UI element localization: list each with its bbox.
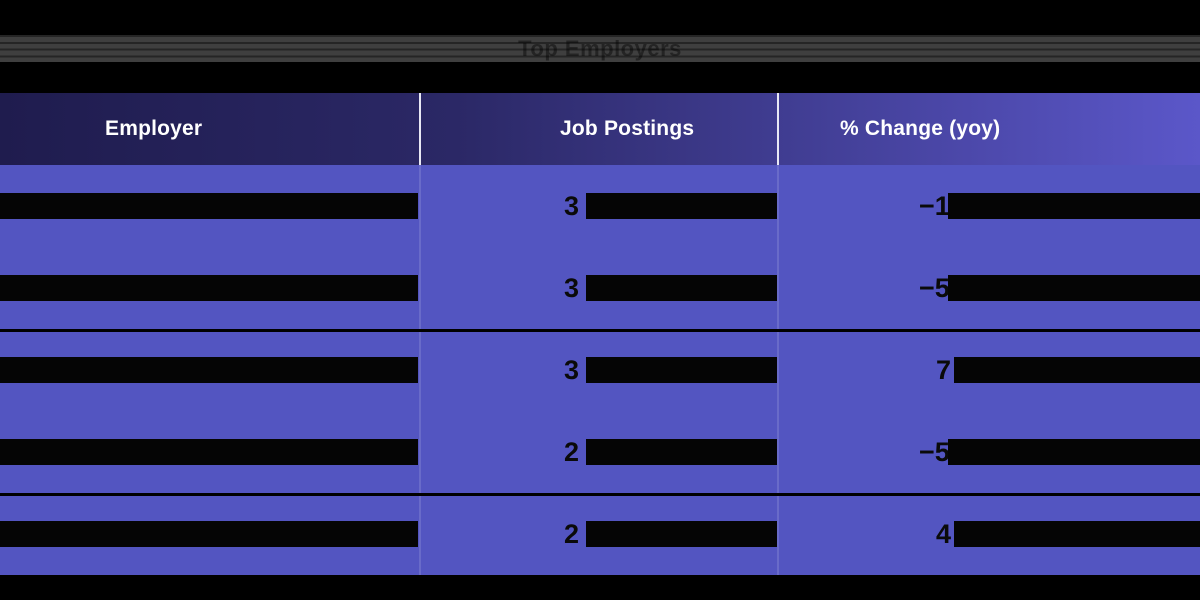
pct-change-value-prefix: −1 <box>919 191 950 221</box>
table-rows: 3 −1 3 −5 3 7 2 <box>0 165 1200 575</box>
job-postings-value-prefix: 2 <box>564 437 580 467</box>
table-body: 3 −1 3 −5 3 7 2 <box>0 165 1200 575</box>
redacted-employer-bar <box>0 357 418 383</box>
job-postings-value-prefix: 2 <box>564 519 580 549</box>
table-row: 3 −1 <box>0 165 1200 247</box>
redacted-pct-change-bar <box>948 275 1200 301</box>
redacted-job-postings-bar <box>586 275 777 301</box>
pct-change-value-prefix: −5 <box>919 273 950 303</box>
header-cell-employer: Employer <box>105 117 203 140</box>
redacted-pct-change-bar <box>948 193 1200 219</box>
redacted-job-postings-bar <box>586 521 777 547</box>
header-cell-pct-change: % Change (yoy) <box>840 117 1001 140</box>
table-header-row: Employer Job Postings % Change (yoy) <box>0 93 1200 165</box>
pct-change-value-prefix: 7 <box>936 355 952 385</box>
body-column-divider <box>419 165 421 575</box>
pct-change-value-prefix: −5 <box>919 437 950 467</box>
header-column-divider <box>419 93 421 165</box>
redacted-job-postings-bar <box>586 357 777 383</box>
redacted-pct-change-bar <box>954 357 1200 383</box>
pct-change-value-prefix: 4 <box>936 519 952 549</box>
title-bar: Top Employers <box>0 35 1200 62</box>
job-postings-value-prefix: 3 <box>564 191 580 221</box>
row-group-separator <box>0 329 1200 332</box>
redacted-job-postings-bar <box>586 193 777 219</box>
job-postings-value-prefix: 3 <box>564 355 580 385</box>
redacted-employer-bar <box>0 439 418 465</box>
body-column-divider <box>777 165 779 575</box>
job-postings-value-prefix: 3 <box>564 273 580 303</box>
table-row: 3 7 <box>0 329 1200 411</box>
redacted-employer-bar <box>0 275 418 301</box>
redacted-pct-change-bar <box>954 521 1200 547</box>
redacted-job-postings-bar <box>586 439 777 465</box>
header-column-divider <box>777 93 779 165</box>
table-row: 2 4 <box>0 493 1200 575</box>
redaction-stripes-overlay <box>0 35 1200 62</box>
row-group-separator <box>0 493 1200 496</box>
header-cell-job-postings: Job Postings <box>560 117 695 140</box>
table-row: 2 −5 <box>0 411 1200 493</box>
redacted-pct-change-bar <box>948 439 1200 465</box>
page-title: Top Employers <box>0 35 1200 62</box>
table-row: 3 −5 <box>0 247 1200 329</box>
redacted-employer-bar <box>0 193 418 219</box>
redacted-employer-bar <box>0 521 418 547</box>
